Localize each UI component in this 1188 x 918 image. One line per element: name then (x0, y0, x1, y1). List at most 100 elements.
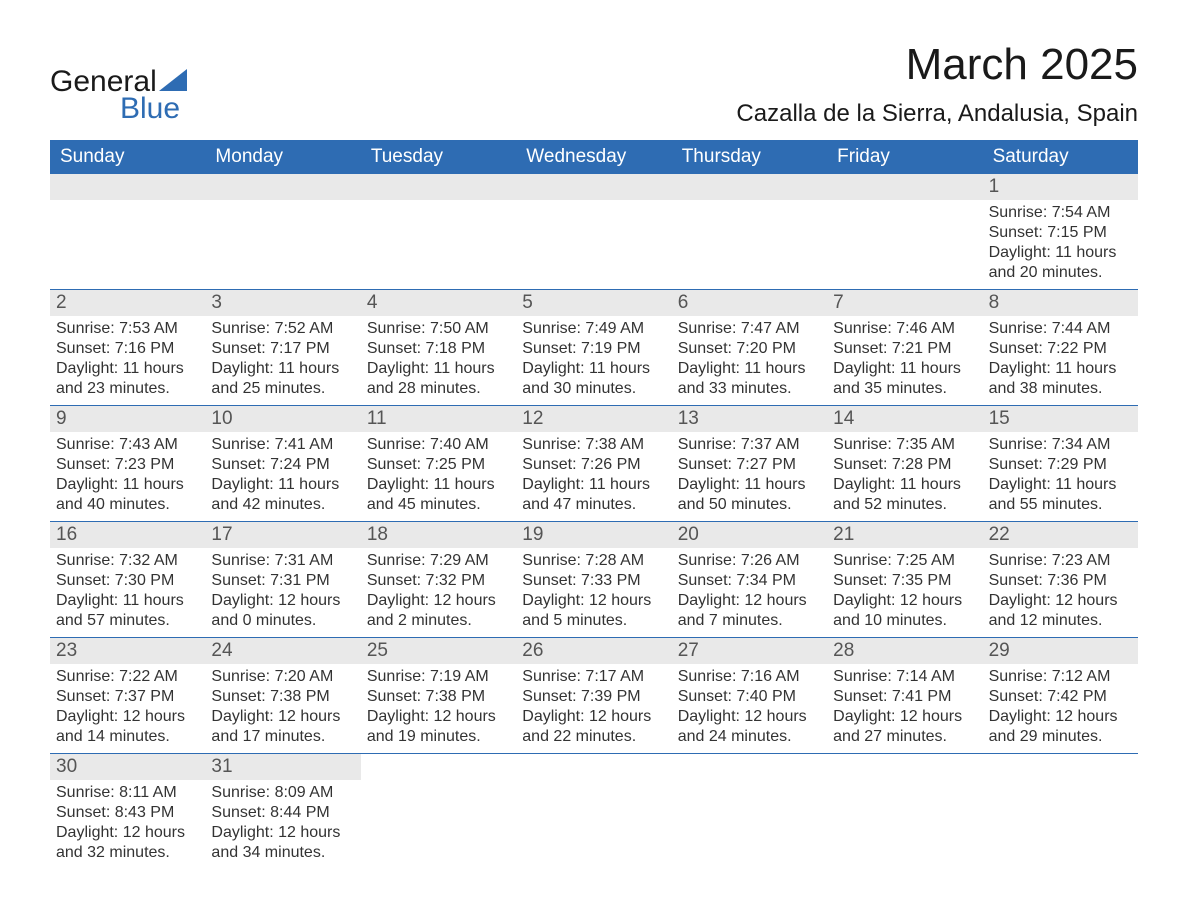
sunset-line: Sunset: 7:15 PM (989, 223, 1132, 243)
daylight-line-2: and 20 minutes. (989, 263, 1132, 283)
daylight-line-1: Daylight: 12 hours (367, 707, 510, 727)
sunrise-line: Sunrise: 7:34 AM (989, 435, 1132, 455)
sunset-line: Sunset: 7:38 PM (367, 687, 510, 707)
daylight-line-2: and 2 minutes. (367, 611, 510, 631)
sunset-line: Sunset: 7:16 PM (56, 339, 199, 359)
calendar-day-cell (516, 754, 671, 869)
day-details: Sunrise: 7:49 AMSunset: 7:19 PMDaylight:… (516, 316, 671, 401)
daylight-line-1: Daylight: 12 hours (989, 591, 1132, 611)
daylight-line-1: Daylight: 11 hours (367, 475, 510, 495)
calendar-day-cell: 25Sunrise: 7:19 AMSunset: 7:38 PMDayligh… (361, 638, 516, 753)
daylight-line-2: and 14 minutes. (56, 727, 199, 747)
day-details: Sunrise: 7:50 AMSunset: 7:18 PMDaylight:… (361, 316, 516, 401)
day-number: 30 (50, 754, 205, 780)
day-number: 6 (672, 290, 827, 316)
daylight-line-2: and 29 minutes. (989, 727, 1132, 747)
day-details: Sunrise: 7:31 AMSunset: 7:31 PMDaylight:… (205, 548, 360, 633)
calendar-day-cell: 21Sunrise: 7:25 AMSunset: 7:35 PMDayligh… (827, 522, 982, 637)
daylight-line-1: Daylight: 11 hours (211, 475, 354, 495)
weekday-header: Monday (205, 140, 360, 174)
day-details: Sunrise: 7:26 AMSunset: 7:34 PMDaylight:… (672, 548, 827, 633)
day-details: Sunrise: 7:17 AMSunset: 7:39 PMDaylight:… (516, 664, 671, 749)
empty-day-bar (516, 174, 671, 200)
daylight-line-1: Daylight: 11 hours (56, 591, 199, 611)
calendar-day-cell: 28Sunrise: 7:14 AMSunset: 7:41 PMDayligh… (827, 638, 982, 753)
calendar-body: 1Sunrise: 7:54 AMSunset: 7:15 PMDaylight… (50, 174, 1138, 869)
daylight-line-2: and 35 minutes. (833, 379, 976, 399)
daylight-line-1: Daylight: 12 hours (367, 591, 510, 611)
sunrise-line: Sunrise: 8:11 AM (56, 783, 199, 803)
daylight-line-2: and 12 minutes. (989, 611, 1132, 631)
day-number: 8 (983, 290, 1138, 316)
daylight-line-1: Daylight: 12 hours (678, 707, 821, 727)
sunset-line: Sunset: 7:38 PM (211, 687, 354, 707)
daylight-line-2: and 38 minutes. (989, 379, 1132, 399)
sunrise-line: Sunrise: 7:20 AM (211, 667, 354, 687)
sunrise-line: Sunrise: 7:23 AM (989, 551, 1132, 571)
daylight-line-2: and 33 minutes. (678, 379, 821, 399)
daylight-line-2: and 5 minutes. (522, 611, 665, 631)
calendar-day-cell: 29Sunrise: 7:12 AMSunset: 7:42 PMDayligh… (983, 638, 1138, 753)
daylight-line-1: Daylight: 11 hours (989, 243, 1132, 263)
weekday-header: Friday (827, 140, 982, 174)
calendar-day-cell (361, 754, 516, 869)
day-details: Sunrise: 7:22 AMSunset: 7:37 PMDaylight:… (50, 664, 205, 749)
sunrise-line: Sunrise: 7:26 AM (678, 551, 821, 571)
day-details: Sunrise: 7:54 AMSunset: 7:15 PMDaylight:… (983, 200, 1138, 285)
calendar-day-cell: 2Sunrise: 7:53 AMSunset: 7:16 PMDaylight… (50, 290, 205, 405)
logo-text: General Blue (50, 68, 187, 123)
calendar-day-cell: 9Sunrise: 7:43 AMSunset: 7:23 PMDaylight… (50, 406, 205, 521)
sunrise-line: Sunrise: 7:47 AM (678, 319, 821, 339)
day-details: Sunrise: 7:34 AMSunset: 7:29 PMDaylight:… (983, 432, 1138, 517)
daylight-line-1: Daylight: 12 hours (833, 707, 976, 727)
sunset-line: Sunset: 8:43 PM (56, 803, 199, 823)
sunrise-line: Sunrise: 7:12 AM (989, 667, 1132, 687)
day-details: Sunrise: 7:14 AMSunset: 7:41 PMDaylight:… (827, 664, 982, 749)
sunset-line: Sunset: 7:37 PM (56, 687, 199, 707)
daylight-line-2: and 50 minutes. (678, 495, 821, 515)
calendar-week-row: 23Sunrise: 7:22 AMSunset: 7:37 PMDayligh… (50, 638, 1138, 754)
weekday-header: Tuesday (361, 140, 516, 174)
sunrise-line: Sunrise: 7:22 AM (56, 667, 199, 687)
daylight-line-2: and 10 minutes. (833, 611, 976, 631)
calendar-day-cell: 7Sunrise: 7:46 AMSunset: 7:21 PMDaylight… (827, 290, 982, 405)
calendar-day-cell: 8Sunrise: 7:44 AMSunset: 7:22 PMDaylight… (983, 290, 1138, 405)
calendar-day-cell (50, 174, 205, 289)
sunset-line: Sunset: 7:41 PM (833, 687, 976, 707)
sunset-line: Sunset: 7:35 PM (833, 571, 976, 591)
daylight-line-1: Daylight: 11 hours (678, 475, 821, 495)
day-details: Sunrise: 8:11 AMSunset: 8:43 PMDaylight:… (50, 780, 205, 865)
daylight-line-2: and 42 minutes. (211, 495, 354, 515)
calendar-day-cell: 3Sunrise: 7:52 AMSunset: 7:17 PMDaylight… (205, 290, 360, 405)
daylight-line-1: Daylight: 11 hours (989, 359, 1132, 379)
weekday-header: Wednesday (516, 140, 671, 174)
daylight-line-2: and 22 minutes. (522, 727, 665, 747)
sunrise-line: Sunrise: 7:35 AM (833, 435, 976, 455)
day-number: 20 (672, 522, 827, 548)
daylight-line-1: Daylight: 11 hours (56, 359, 199, 379)
calendar-day-cell: 10Sunrise: 7:41 AMSunset: 7:24 PMDayligh… (205, 406, 360, 521)
daylight-line-1: Daylight: 11 hours (833, 359, 976, 379)
day-details: Sunrise: 7:25 AMSunset: 7:35 PMDaylight:… (827, 548, 982, 633)
sunrise-line: Sunrise: 7:16 AM (678, 667, 821, 687)
location-label: Cazalla de la Sierra, Andalusia, Spain (736, 100, 1138, 128)
weekday-header: Sunday (50, 140, 205, 174)
calendar-day-cell (516, 174, 671, 289)
day-number: 27 (672, 638, 827, 664)
empty-day-bar (672, 174, 827, 200)
daylight-line-2: and 57 minutes. (56, 611, 199, 631)
day-details: Sunrise: 7:43 AMSunset: 7:23 PMDaylight:… (50, 432, 205, 517)
sunrise-line: Sunrise: 7:53 AM (56, 319, 199, 339)
sunrise-line: Sunrise: 7:38 AM (522, 435, 665, 455)
day-details: Sunrise: 7:53 AMSunset: 7:16 PMDaylight:… (50, 316, 205, 401)
calendar-day-cell: 5Sunrise: 7:49 AMSunset: 7:19 PMDaylight… (516, 290, 671, 405)
daylight-line-2: and 30 minutes. (522, 379, 665, 399)
sunset-line: Sunset: 7:19 PM (522, 339, 665, 359)
calendar-week-row: 9Sunrise: 7:43 AMSunset: 7:23 PMDaylight… (50, 406, 1138, 522)
sunrise-line: Sunrise: 7:40 AM (367, 435, 510, 455)
day-number: 10 (205, 406, 360, 432)
sunset-line: Sunset: 7:21 PM (833, 339, 976, 359)
sunrise-line: Sunrise: 7:49 AM (522, 319, 665, 339)
weekday-header: Saturday (983, 140, 1138, 174)
calendar-day-cell (983, 754, 1138, 869)
